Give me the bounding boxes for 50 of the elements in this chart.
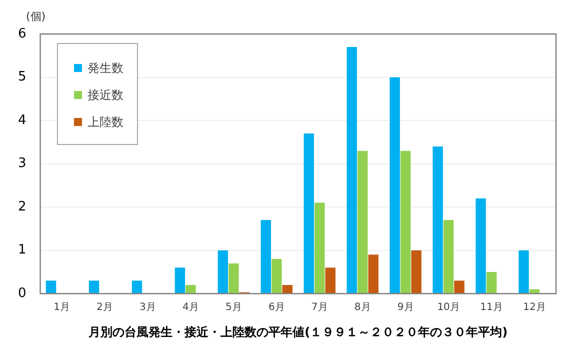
x-axis-title: 月別の台風発生・接近・上陸数の平年値(１９９１～２０２０年の３０年平均) <box>88 324 508 339</box>
legend-label: 上陸数 <box>87 114 124 130</box>
bar <box>400 150 411 294</box>
legend-label: 接近数 <box>87 86 124 104</box>
x-tick-label: 6月 <box>268 302 285 314</box>
legend-label: 発生数 <box>87 60 124 76</box>
bar <box>529 289 540 294</box>
bar <box>272 258 282 294</box>
x-tick-label: 10月 <box>437 302 460 314</box>
x-tick-label: 11月 <box>480 302 503 314</box>
y-tick-label: 5 <box>18 70 26 85</box>
bar <box>390 77 400 294</box>
bar <box>174 268 186 294</box>
bar <box>260 220 272 294</box>
x-tick-label: 7月 <box>311 302 328 314</box>
x-tick-label: 5月 <box>225 302 242 314</box>
bar <box>368 254 378 294</box>
bar <box>454 280 464 294</box>
x-tick-label: 8月 <box>354 302 371 314</box>
bar <box>88 280 100 294</box>
bar <box>132 280 142 294</box>
y-tick-label: 2 <box>18 199 26 214</box>
y-tick-label: 1 <box>18 242 26 258</box>
y-tick-label: 6 <box>18 26 26 42</box>
x-tick-label: 9月 <box>397 302 414 314</box>
y-tick-label: 4 <box>18 112 26 128</box>
bar <box>186 284 196 294</box>
bar <box>218 250 228 294</box>
bar <box>314 202 325 294</box>
bar <box>346 46 357 294</box>
x-tick-label: 2月 <box>96 302 113 314</box>
bar <box>304 134 314 294</box>
bar <box>443 220 454 294</box>
bar <box>518 250 529 294</box>
y-tick-label: 0 <box>18 286 26 301</box>
bar <box>358 150 368 294</box>
bar <box>325 268 336 294</box>
bar <box>432 146 443 294</box>
bar <box>476 198 486 294</box>
bar <box>486 272 497 294</box>
y-axis-title: (個) <box>26 10 46 23</box>
x-tick-label: 4月 <box>182 302 199 314</box>
x-tick-label: 1月 <box>54 302 70 314</box>
x-tick-label: 3月 <box>140 302 156 314</box>
bar <box>411 250 422 294</box>
bar <box>46 280 56 294</box>
y-tick-label: 3 <box>18 156 26 172</box>
bar <box>228 263 239 294</box>
x-tick-label: 12月 <box>523 302 546 314</box>
bar <box>282 284 292 294</box>
